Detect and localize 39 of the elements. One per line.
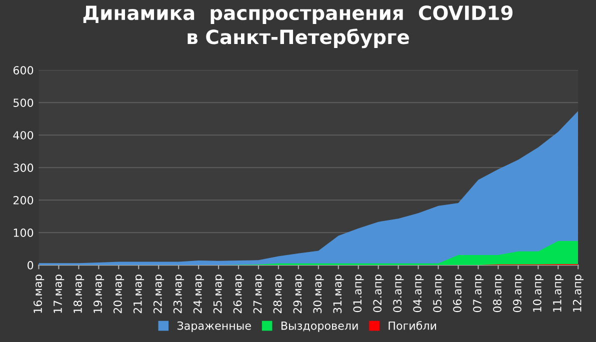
x-tick-label: 03.апр [393,274,404,312]
legend-label: Выздоровели [282,322,358,332]
x-tick-label: 02.апр [373,274,384,312]
y-tick-label: 100 [14,228,34,237]
y-tick-label: 400 [13,131,34,140]
x-tick-label: 17.мар [54,274,64,313]
x-tick-label: 01.апр [353,274,364,312]
x-tick-label: 24.мар [193,274,204,314]
x-tick-label: 27.мар [253,274,264,314]
x-tick-label: 26.мар [233,274,244,314]
y-tick-label: 600 [13,66,34,74]
x-tick-label: 21.мар [133,274,144,314]
x-tick-label: 18.мар [74,274,84,313]
x-tick-label: 09.апр [513,274,524,312]
y-tick-label: 0 [28,261,34,270]
x-tick-label: 30.мар [313,274,324,314]
legend-label: Погибли [388,321,436,330]
x-tick-label: 28.мар [273,274,284,314]
x-tick-label: 29.мар [293,274,304,314]
x-tick-label: 25.мар [213,274,224,314]
x-tick-label: 04.апр [413,274,424,312]
x-tick-label: 22.мар [153,274,164,314]
y-tick-label: 500 [14,98,34,107]
x-tick-label: 20.мар [113,274,124,314]
x-tick-label: 06.апр [453,274,464,312]
y-tick-label: 300 [14,164,34,172]
x-tick-label: 07.апр [473,274,484,312]
legend-label: Зараженные [177,321,251,332]
y-tick-label: 200 [13,196,34,204]
x-tick-label: 31.мар [333,274,344,314]
x-tick-label: 19.мар [93,274,104,313]
x-tick-label: 10.апр [532,274,544,312]
x-tick-label: 11.апр [553,274,564,312]
x-tick-label: 12.апр [572,274,584,312]
x-tick-label: 23.мар [173,274,184,314]
x-tick-label: 05.апр [433,274,444,312]
x-tick-label: 08.апр [493,274,504,312]
x-tick-label: 16.мар [34,274,44,313]
chart-title: Динамика распространения COVID19 в Санкт-Петербурге [83,5,512,48]
